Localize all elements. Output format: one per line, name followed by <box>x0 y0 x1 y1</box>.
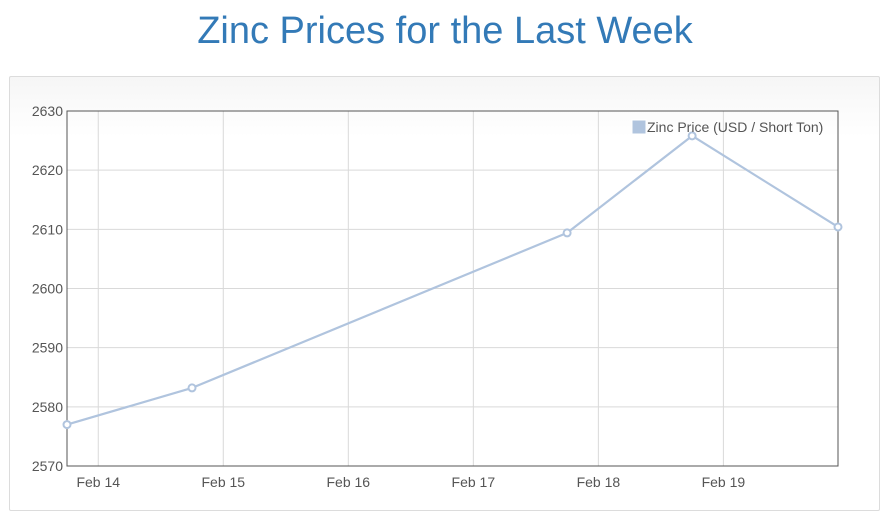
legend[interactable]: Zinc Price (USD / Short Ton) <box>631 119 823 135</box>
y-tick-label: 2580 <box>32 399 63 415</box>
series-line <box>66 134 839 426</box>
y-tick-label: 2630 <box>32 103 63 119</box>
x-tick-label: Feb 19 <box>702 474 746 490</box>
data-point[interactable] <box>687 131 697 141</box>
x-tick-label: Feb 15 <box>201 474 245 490</box>
data-point[interactable] <box>62 420 72 430</box>
x-tick-label: Feb 14 <box>76 474 120 490</box>
x-axis-ticks: Feb 14 Feb 15 Feb 16 Feb 17 Feb 18 Feb 19 <box>76 474 745 490</box>
grid-lines <box>67 110 838 467</box>
x-tick-label: Feb 18 <box>577 474 621 490</box>
chart-panel <box>9 76 880 511</box>
x-tick-label: Feb 17 <box>452 474 496 490</box>
data-point[interactable] <box>187 383 197 393</box>
y-tick-label: 2590 <box>32 340 63 356</box>
y-tick-label: 2600 <box>32 281 63 297</box>
legend-label-zinc-price[interactable]: Zinc Price (USD / Short Ton) <box>647 119 823 135</box>
y-tick-label: 2570 <box>32 458 63 474</box>
y-tick-label: 2620 <box>32 162 63 178</box>
page-title: Zinc Prices for the Last Week <box>197 10 693 52</box>
legend-swatch[interactable] <box>631 119 647 135</box>
y-axis-ticks: 2570 2580 2590 2600 2610 2620 2630 <box>32 103 63 474</box>
data-point[interactable] <box>562 228 572 238</box>
series-layer <box>62 131 843 430</box>
x-tick-label: Feb 16 <box>327 474 371 490</box>
data-point[interactable] <box>833 222 843 232</box>
y-tick-label: 2610 <box>32 221 63 237</box>
plot-area-frame <box>66 110 839 467</box>
